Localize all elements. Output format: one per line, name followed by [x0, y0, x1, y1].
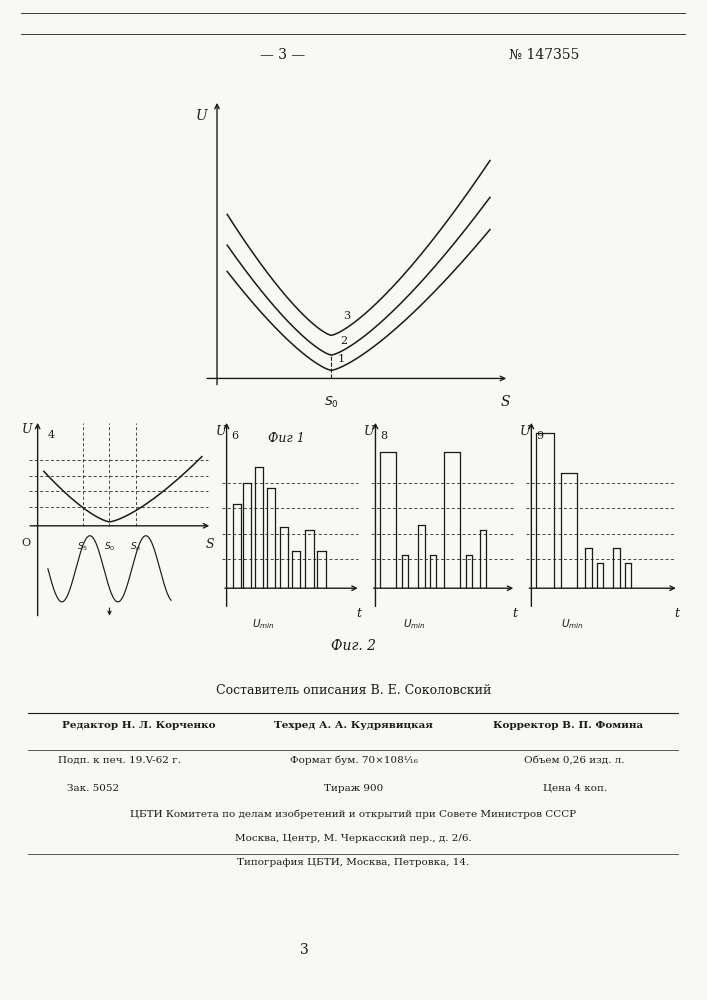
Text: $U_{min}$: $U_{min}$ [561, 618, 584, 631]
Text: Техред А. А. Кудрявицкая: Техред А. А. Кудрявицкая [274, 721, 433, 730]
Text: 1: 1 [338, 354, 345, 364]
Text: 8: 8 [380, 431, 387, 441]
Text: t: t [512, 607, 517, 620]
Text: $U_{min}$: $U_{min}$ [403, 618, 426, 631]
Text: $S_5$: $S_5$ [77, 540, 88, 553]
Text: $S_0$: $S_0$ [324, 395, 339, 410]
Text: S: S [206, 538, 214, 551]
Text: 4: 4 [48, 430, 55, 440]
Text: Корректор В. П. Фомина: Корректор В. П. Фомина [493, 721, 643, 730]
Text: U: U [196, 109, 208, 123]
Text: O: O [22, 538, 31, 548]
Text: U: U [364, 425, 375, 438]
Text: Фиг 1: Фиг 1 [269, 432, 305, 445]
Text: Объем 0,26 изд. л.: Объем 0,26 изд. л. [525, 756, 625, 765]
Text: U: U [520, 425, 530, 438]
Text: Формат бум. 70×108¹⁄₁₆: Формат бум. 70×108¹⁄₁₆ [290, 756, 417, 765]
Text: 9: 9 [537, 431, 544, 441]
Text: Фиг. 2: Фиг. 2 [331, 639, 376, 653]
Text: 2: 2 [340, 336, 347, 346]
Text: Типография ЦБТИ, Москва, Петровка, 14.: Типография ЦБТИ, Москва, Петровка, 14. [238, 858, 469, 867]
Text: Подп. к печ. 19.V-62 г.: Подп. к печ. 19.V-62 г. [58, 756, 181, 765]
Text: — 3 —: — 3 — [260, 48, 305, 62]
Text: 3: 3 [343, 311, 350, 321]
Text: $S_0$: $S_0$ [104, 540, 115, 553]
Text: t: t [356, 607, 361, 620]
Text: Редактор Н. Л. Корченко: Редактор Н. Л. Корченко [62, 721, 216, 730]
Text: S: S [501, 395, 510, 409]
Text: U: U [216, 425, 226, 438]
Text: Москва, Центр, М. Черкасский пер., д. 2/6.: Москва, Центр, М. Черкасский пер., д. 2/… [235, 834, 472, 843]
Text: $S_n$: $S_n$ [131, 540, 142, 553]
Text: U: U [22, 423, 33, 436]
Text: Составитель описания В. Е. Соколовский: Составитель описания В. Е. Соколовский [216, 684, 491, 697]
Text: № 147355: № 147355 [509, 48, 580, 62]
Text: Цена 4 коп.: Цена 4 коп. [542, 784, 607, 793]
Text: 3: 3 [300, 943, 308, 957]
Text: t: t [674, 607, 679, 620]
Text: 6: 6 [231, 431, 238, 441]
Text: $U_{min}$: $U_{min}$ [252, 618, 275, 631]
Text: Зак. 5052: Зак. 5052 [67, 784, 119, 793]
Text: Тираж 900: Тираж 900 [324, 784, 383, 793]
Text: ЦБТИ Комитета по делам изобретений и открытий при Совете Министров СССР: ЦБТИ Комитета по делам изобретений и отк… [130, 810, 577, 819]
